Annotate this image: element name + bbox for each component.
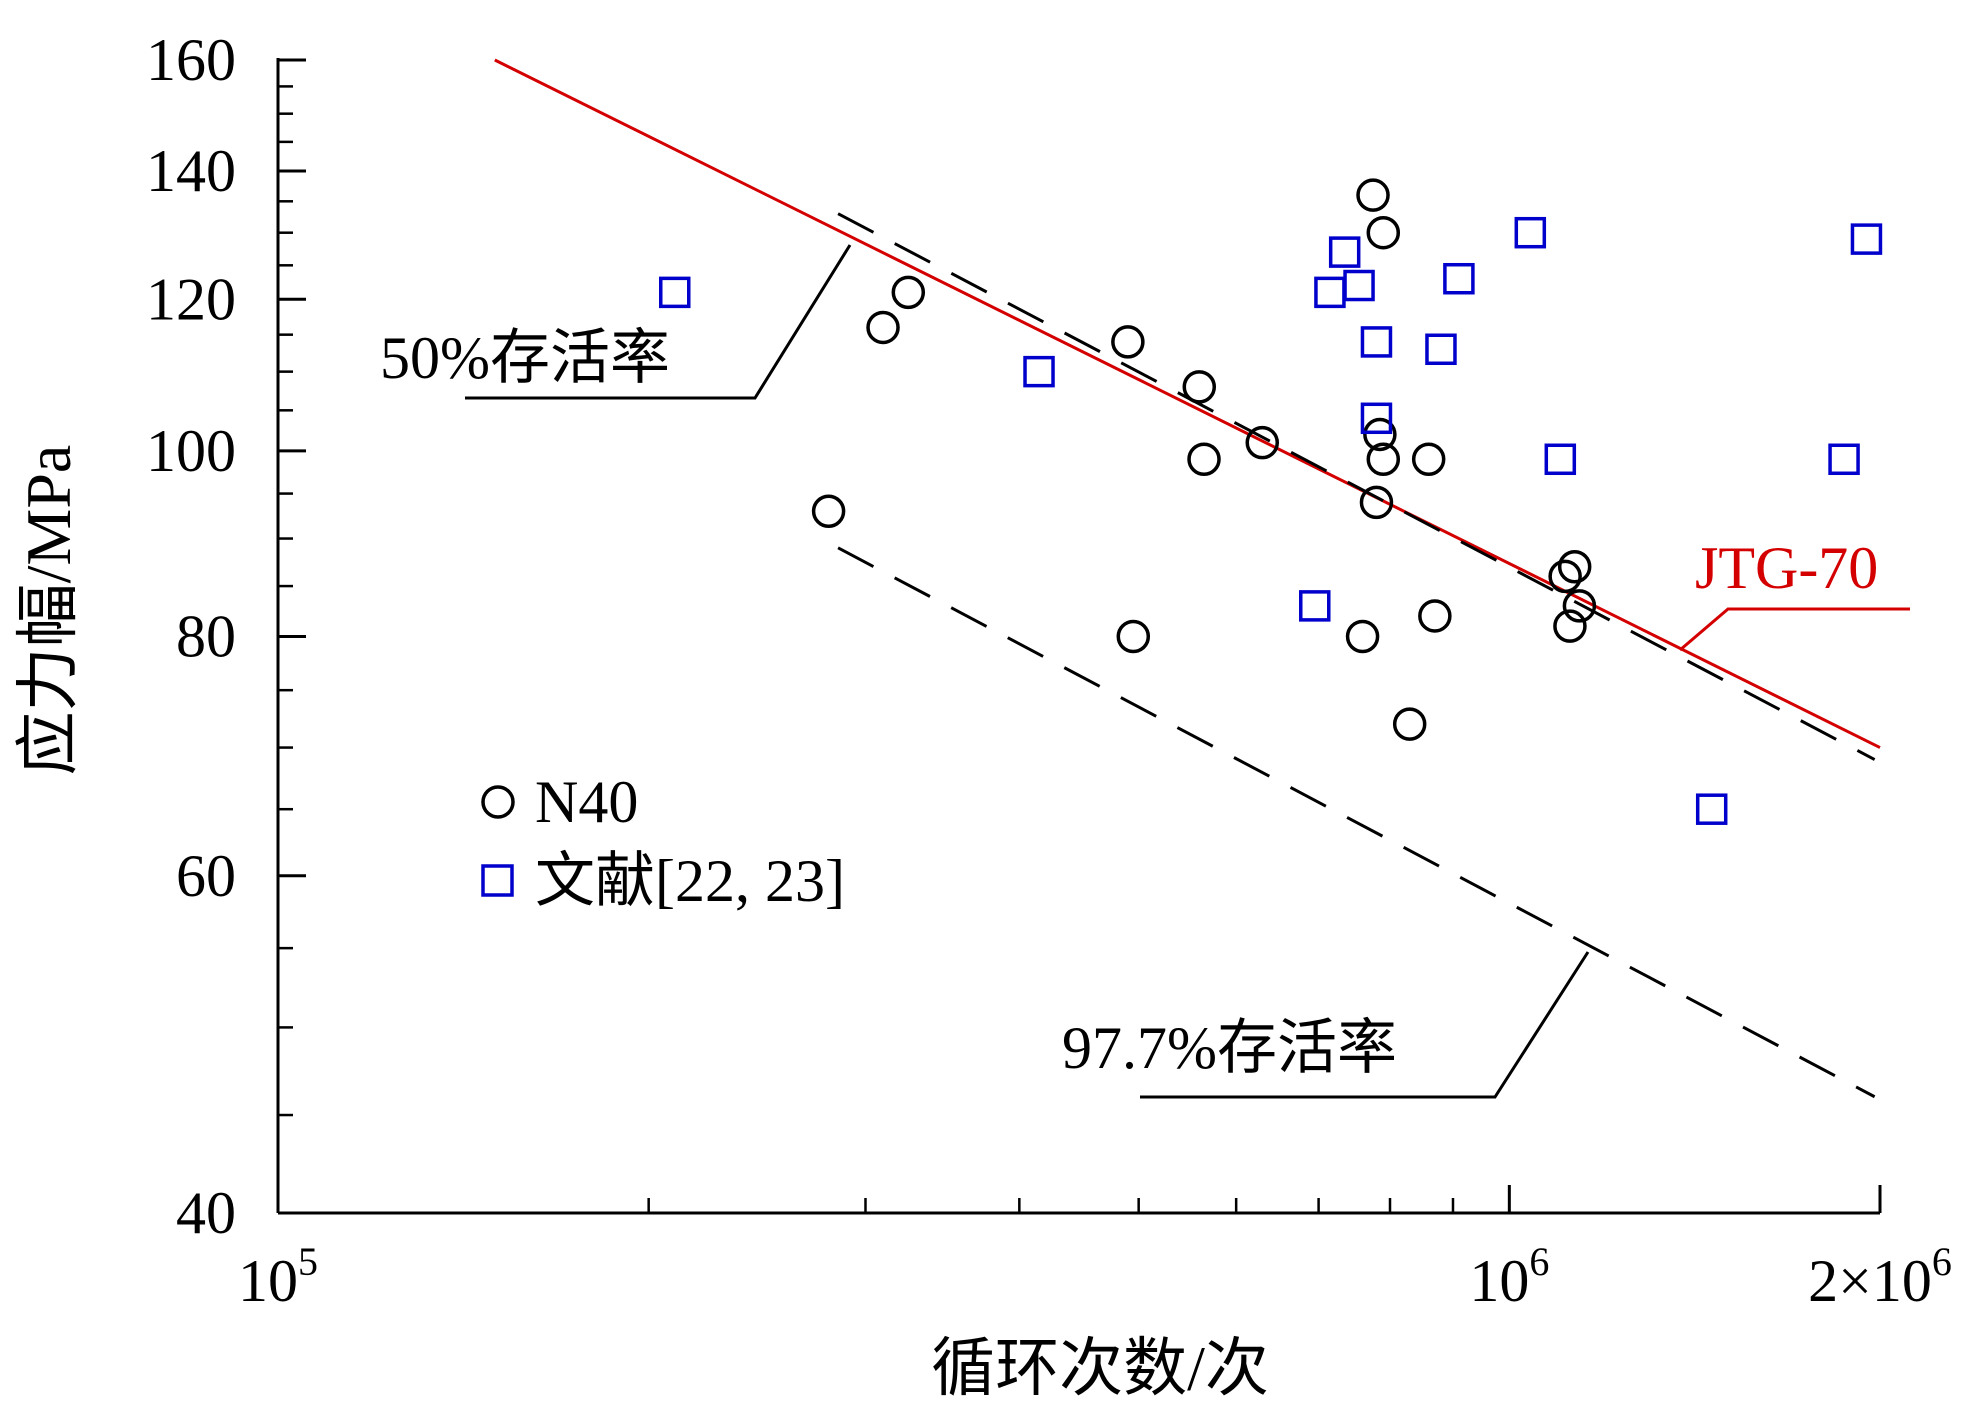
n40-point [1111,325,1145,359]
n40-point [1553,609,1587,643]
x-tick-label: 106 [1469,1239,1549,1314]
n40-point [1418,599,1452,633]
n40-point [1548,559,1582,594]
y-tick-label: 40 [176,1180,236,1246]
n40-point [811,494,846,529]
annotation-97-survival-leader [1140,951,1590,1099]
n40-point [1359,485,1394,520]
reference-lines [494,58,1881,1099]
n40-point [891,275,926,310]
annotation-jtg70-leader [1679,607,1910,652]
y-tick-label: 140 [146,138,236,204]
n40-point [1562,589,1597,623]
survival-dashed-line [837,546,1876,1099]
literature-point [1443,262,1475,295]
n40-point [1345,619,1380,654]
literature-point [1328,236,1361,268]
n40-point [1356,178,1390,212]
axes [276,58,1882,1215]
literature-point [1828,443,1860,476]
n40-point [866,310,900,345]
legend-square-marker [481,864,514,897]
legend-circle-marker [481,785,515,819]
n40-point [1366,215,1401,250]
y-tick-label: 160 [146,27,236,93]
literature-point [1425,333,1457,366]
n40-point [1392,707,1427,741]
y-tick-label: 60 [176,843,236,909]
legend-label-literature: 文献[22, 23] [535,848,845,914]
legend: N40 文献[22, 23] [481,769,845,914]
annotation-50-survival-leader [465,244,852,400]
x-tick-label: 2×106 [1808,1239,1952,1314]
literature-point [1299,590,1331,622]
n40-point [1116,619,1151,654]
x-tick-label: 105 [238,1239,318,1314]
n40-point [1557,549,1592,584]
literature-point [1023,355,1055,388]
literature-point [1360,402,1393,435]
annotation-97-survival: 97.7%存活率 [1062,951,1590,1099]
y-tick-label: 100 [146,418,236,484]
literature-point [1850,223,1883,255]
y-tick-label: 120 [146,266,236,332]
n40-point [1245,425,1280,460]
literature-point [1360,326,1393,358]
n40-point [1363,417,1397,452]
literature-point [1544,443,1577,476]
n40-point [1182,370,1217,404]
jtg-70-line [494,58,1881,749]
literature-point [1514,216,1547,249]
n40-point [1366,442,1401,477]
data-points [659,178,1883,825]
annotation-97-survival-text: 97.7%存活率 [1062,1015,1397,1081]
y-tick-label: 80 [176,604,236,670]
literature-point [659,276,691,309]
survival-dashed-line [837,212,1876,761]
annotation-jtg70-text: JTG-70 [1695,535,1878,601]
axis-labels: 40 60 80 100 120 140 160 105 106 2×106 [146,27,1952,1314]
annotation-jtg70: JTG-70 [1679,535,1910,652]
y-axis-title: 应力幅/MPa [13,445,84,776]
annotation-50-survival-text: 50%存活率 [380,325,670,391]
annotation-50-survival: 50%存活率 [380,244,852,400]
literature-point [1314,276,1346,309]
literature-point [1343,269,1375,302]
x-axis-title: 循环次数/次 [931,1333,1269,1404]
n40-point [1411,442,1446,477]
legend-label-n40: N40 [535,769,638,835]
literature-point [1695,793,1728,825]
n40-point [1187,442,1221,477]
